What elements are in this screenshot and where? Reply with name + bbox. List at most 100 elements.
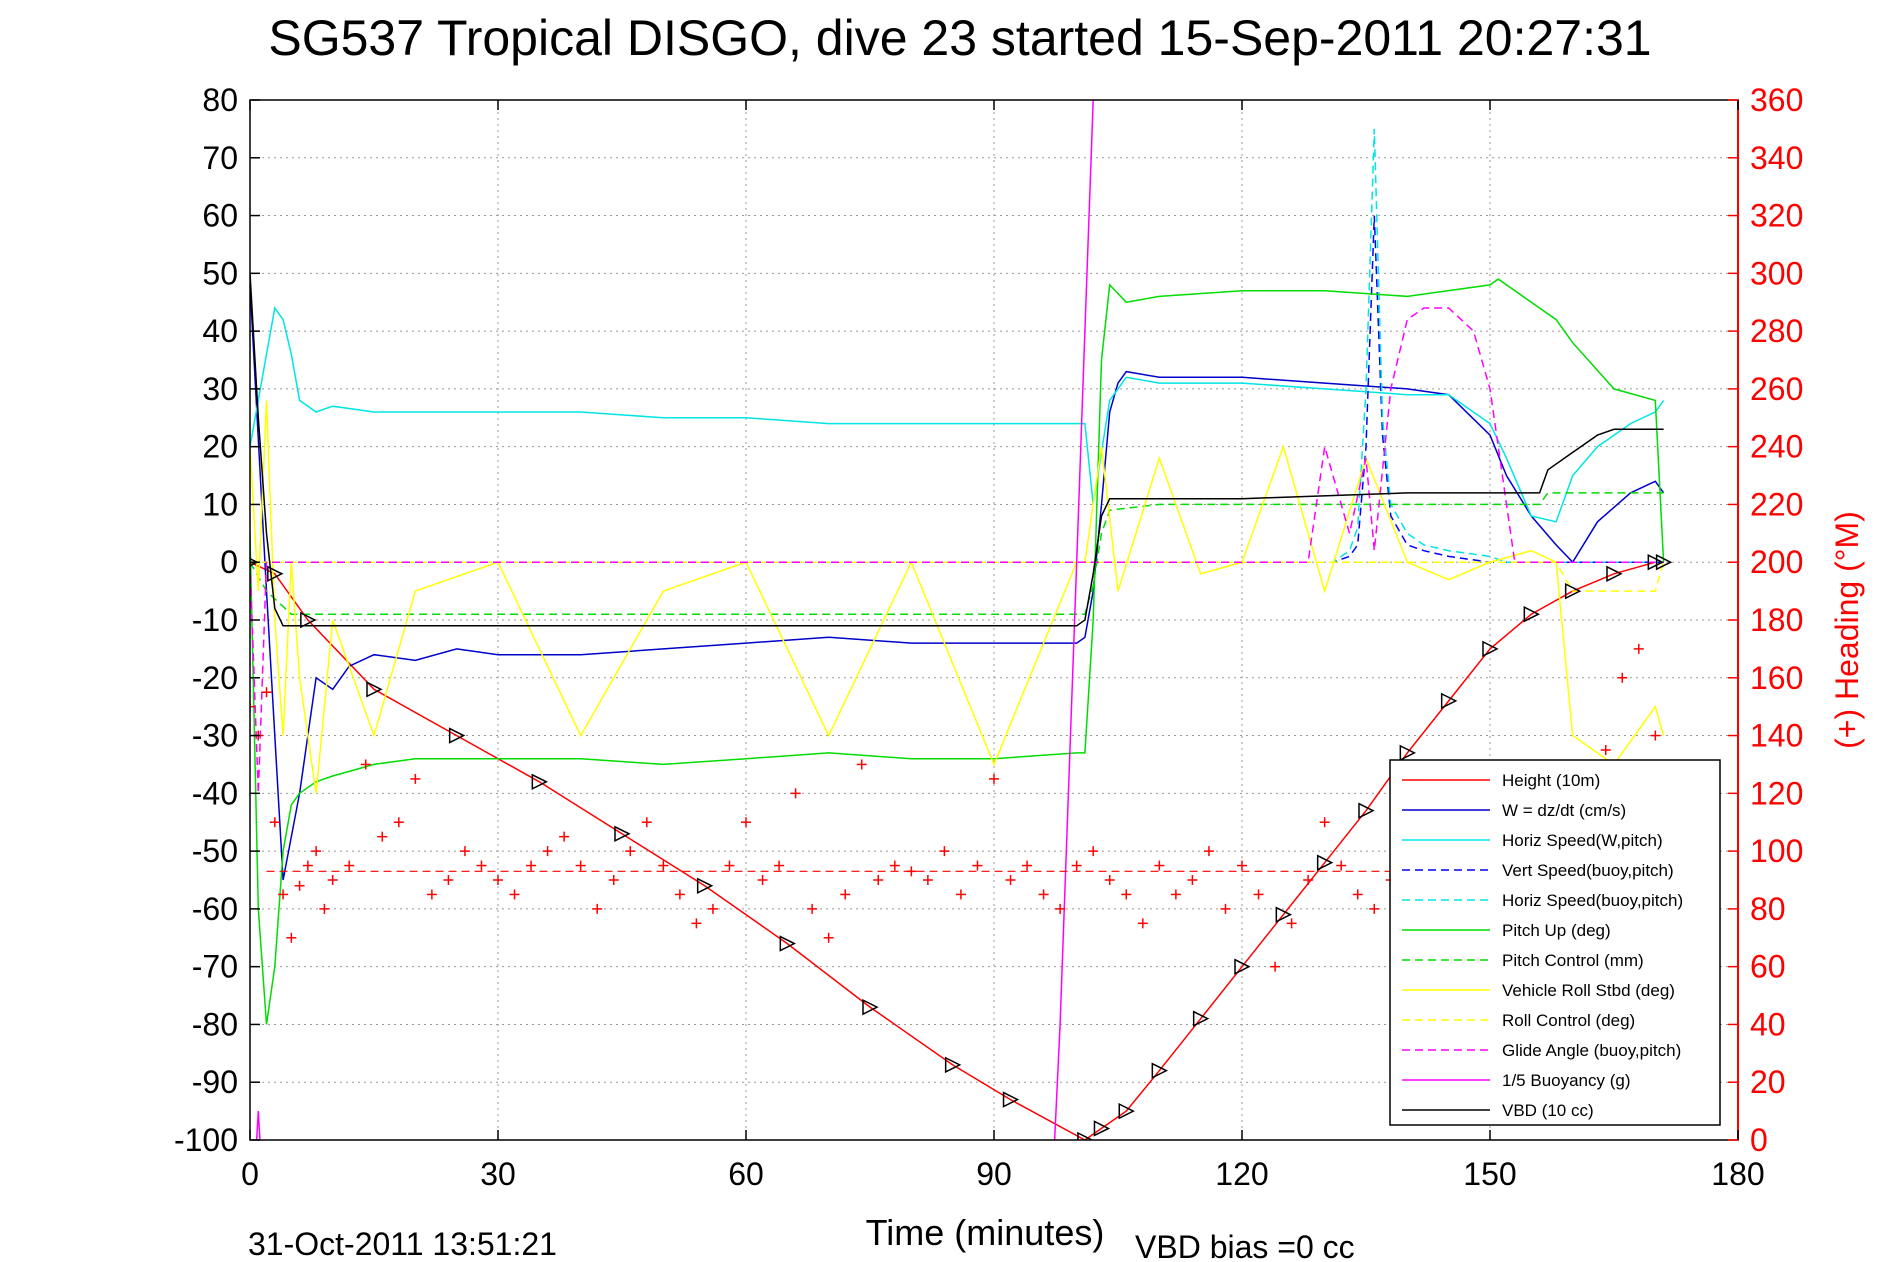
y-tick-label-right: 140 (1750, 718, 1803, 754)
height-marker (1151, 1062, 1169, 1079)
y-tick-label-left: 10 (202, 486, 238, 522)
height-marker (300, 611, 317, 629)
y-tick-label-left: 80 (202, 82, 238, 118)
y-tick-label-left: -100 (174, 1122, 238, 1158)
y-tick-label-left: -70 (192, 949, 238, 985)
legend-label-7: Vehicle Roll Stbd (deg) (1502, 981, 1675, 1000)
height-marker (862, 998, 879, 1016)
y-tick-label-left: -60 (192, 891, 238, 927)
y-tick-label-right: 200 (1750, 544, 1803, 580)
height-marker (366, 681, 383, 698)
y-tick-label-right: 340 (1750, 140, 1803, 176)
x-tick-label: 120 (1215, 1156, 1268, 1192)
x-tick-label: 0 (241, 1156, 259, 1192)
legend-label-4: Horiz Speed(buoy,pitch) (1502, 891, 1683, 910)
legend-label-3: Vert Speed(buoy,pitch) (1502, 861, 1674, 880)
height-marker (1275, 906, 1293, 923)
series-line-9 (250, 307, 1664, 794)
y-tick-label-right: 40 (1750, 1006, 1786, 1042)
y-tick-label-right: 260 (1750, 371, 1803, 407)
y-tick-label-right: 220 (1750, 486, 1803, 522)
legend-label-0: Height (10m) (1502, 771, 1600, 790)
y-tick-label-left: 70 (202, 140, 238, 176)
y-tick-label-right: 80 (1750, 891, 1786, 927)
y-tick-label-left: -90 (192, 1064, 238, 1100)
height-marker (944, 1056, 962, 1074)
legend-label-9: Glide Angle (buoy,pitch) (1502, 1041, 1681, 1060)
height-marker (1234, 958, 1251, 975)
legend-label-6: Pitch Control (mm) (1502, 951, 1644, 970)
y-tick-label-left: 50 (202, 255, 238, 291)
height-marker (267, 565, 284, 582)
x-tick-label: 150 (1463, 1156, 1516, 1192)
y-tick-label-left: -50 (192, 833, 238, 869)
height-marker (1093, 1120, 1111, 1137)
legend-label-8: Roll Control (deg) (1502, 1011, 1635, 1030)
legend-label-5: Pitch Up (deg) (1502, 921, 1611, 940)
y-tick-label-left: 0 (220, 544, 238, 580)
x-tick-label: 90 (976, 1156, 1012, 1192)
y-tick-label-right: 280 (1750, 313, 1803, 349)
footer-timestamp: 31-Oct-2011 13:51:21 (248, 1226, 557, 1262)
y-tick-label-left: -30 (192, 718, 238, 754)
legend-label-10: 1/5 Buoyancy (g) (1502, 1071, 1631, 1090)
legend: Height (10m) W = dz/dt (cm/s) Horiz Speed(… (1389, 759, 1721, 1126)
y-tick-label-left: 30 (202, 371, 238, 407)
y-tick-label-right: 240 (1750, 429, 1803, 465)
x-axis-label: Time (minutes) (866, 1212, 1105, 1253)
x-tick-label: 60 (728, 1156, 764, 1192)
y-tick-label-right: 20 (1750, 1064, 1786, 1100)
legend-box (1389, 759, 1721, 1126)
height-marker (696, 877, 714, 894)
height-marker (1002, 1091, 1020, 1108)
legend-label-11: VBD (10 cc) (1502, 1101, 1594, 1120)
height-marker (1077, 1131, 1094, 1140)
height-marker (1192, 1010, 1210, 1027)
y-tick-label-left: -10 (192, 602, 238, 638)
height-marker (1358, 802, 1375, 819)
legend-label-1: W = dz/dt (cm/s) (1502, 801, 1626, 820)
series-line-1 (250, 284, 1665, 881)
chart-title: SG537 Tropical DISGO, dive 23 started 15… (268, 10, 1651, 66)
y-tick-label-right: 160 (1750, 660, 1803, 696)
legend-label-2: Horiz Speed(W,pitch) (1502, 831, 1663, 850)
series-line-11 (250, 273, 1664, 627)
height-marker (1316, 854, 1334, 871)
y-tick-label-left: -80 (192, 1006, 238, 1042)
height-marker (1440, 692, 1458, 710)
height-marker (1564, 582, 1582, 600)
series-layer (250, 100, 1673, 1140)
series-line-0 (250, 561, 1664, 1140)
y-tick-label-right: 320 (1750, 198, 1803, 234)
y-tick-label-left: 60 (202, 198, 238, 234)
x-tick-label: 30 (480, 1156, 516, 1192)
x-tick-label: 180 (1711, 1156, 1764, 1192)
height-marker (1523, 606, 1541, 623)
height-marker (1399, 744, 1417, 762)
height-marker (614, 825, 631, 842)
height-marker (531, 773, 549, 790)
axes: 0 30 60 90 120 150 180-100-90-80-70-60-50-40-3… (174, 82, 1803, 1192)
y-tick-label-right: 60 (1750, 949, 1786, 985)
footer-vbd-bias: VBD bias =0 cc (1135, 1229, 1355, 1262)
height-marker (1655, 554, 1673, 571)
series-line-8 (250, 561, 1665, 592)
y-tick-label-right: 360 (1750, 82, 1803, 118)
height-marker (448, 727, 466, 744)
y-tick-label-left: -40 (192, 775, 238, 811)
y-tick-label-left: 20 (202, 429, 238, 465)
height-marker (779, 935, 797, 952)
y-tick-label-right: 180 (1750, 602, 1803, 638)
height-marker (1118, 1102, 1135, 1120)
height-marker (1606, 565, 1623, 582)
height-marker (1482, 640, 1499, 658)
y-tick-label-left: 40 (202, 313, 238, 349)
series-line-2 (250, 306, 1665, 523)
y-tick-label-right: 100 (1750, 833, 1803, 869)
y-tick-label-left: -20 (192, 660, 238, 696)
right-axis-label: (+) Heading (°M) (1829, 511, 1865, 749)
series-line-5 (250, 278, 1665, 1025)
y-tick-label-right: 300 (1750, 255, 1803, 291)
y-tick-label-right: 0 (1750, 1122, 1768, 1158)
